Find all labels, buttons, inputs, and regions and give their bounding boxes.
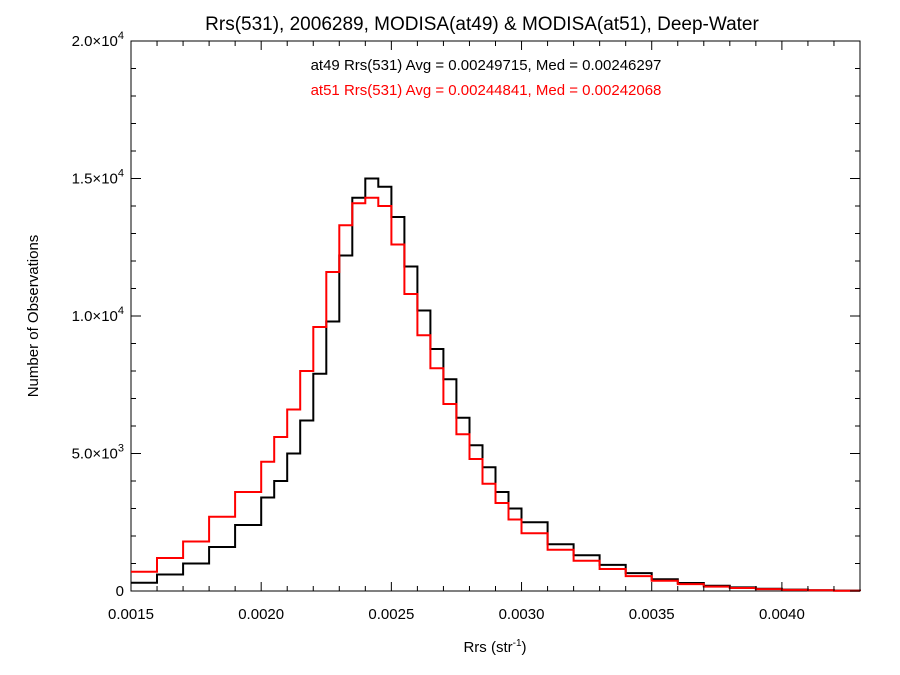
chart-title: Rrs(531), 2006289, MODISA(at49) & MODISA… [205, 14, 759, 35]
x-tick-label: 0.0015 [108, 606, 154, 623]
annotation-at49-stats: at49 Rrs(531) Avg = 0.00249715, Med = 0.… [311, 57, 662, 74]
histogram-line-2 [131, 196, 861, 592]
histogram-line-1 [131, 177, 861, 592]
x-axis-label: Rrs (str-1) [463, 638, 526, 656]
y-tick-label: 1.0×104 [72, 305, 124, 325]
y-tick-label: 0 [116, 583, 124, 600]
y-axis: 0 5.0×103 1.0×104 1.5×104 2.0×104 [72, 30, 860, 600]
x-tick-label: 0.0020 [238, 606, 284, 623]
x-tick-label: 0.0030 [499, 606, 545, 623]
x-tick-label: 0.0035 [629, 606, 675, 623]
y-tick-label: 5.0×103 [72, 443, 124, 463]
y-axis-label: Number of Observations [25, 235, 42, 398]
y-tick-label: 2.0×104 [72, 30, 124, 50]
x-axis: 0.0015 0.0020 0.0025 0.0030 0.0035 0.0040 [108, 41, 861, 623]
x-tick-label: 0.0040 [759, 606, 805, 623]
histogram-series-group [131, 177, 861, 592]
annotation-at51-stats: at51 Rrs(531) Avg = 0.00244841, Med = 0.… [311, 82, 662, 99]
y-tick-label: 1.5×104 [72, 168, 124, 188]
x-tick-label: 0.0025 [368, 606, 414, 623]
plot-area [130, 40, 861, 592]
